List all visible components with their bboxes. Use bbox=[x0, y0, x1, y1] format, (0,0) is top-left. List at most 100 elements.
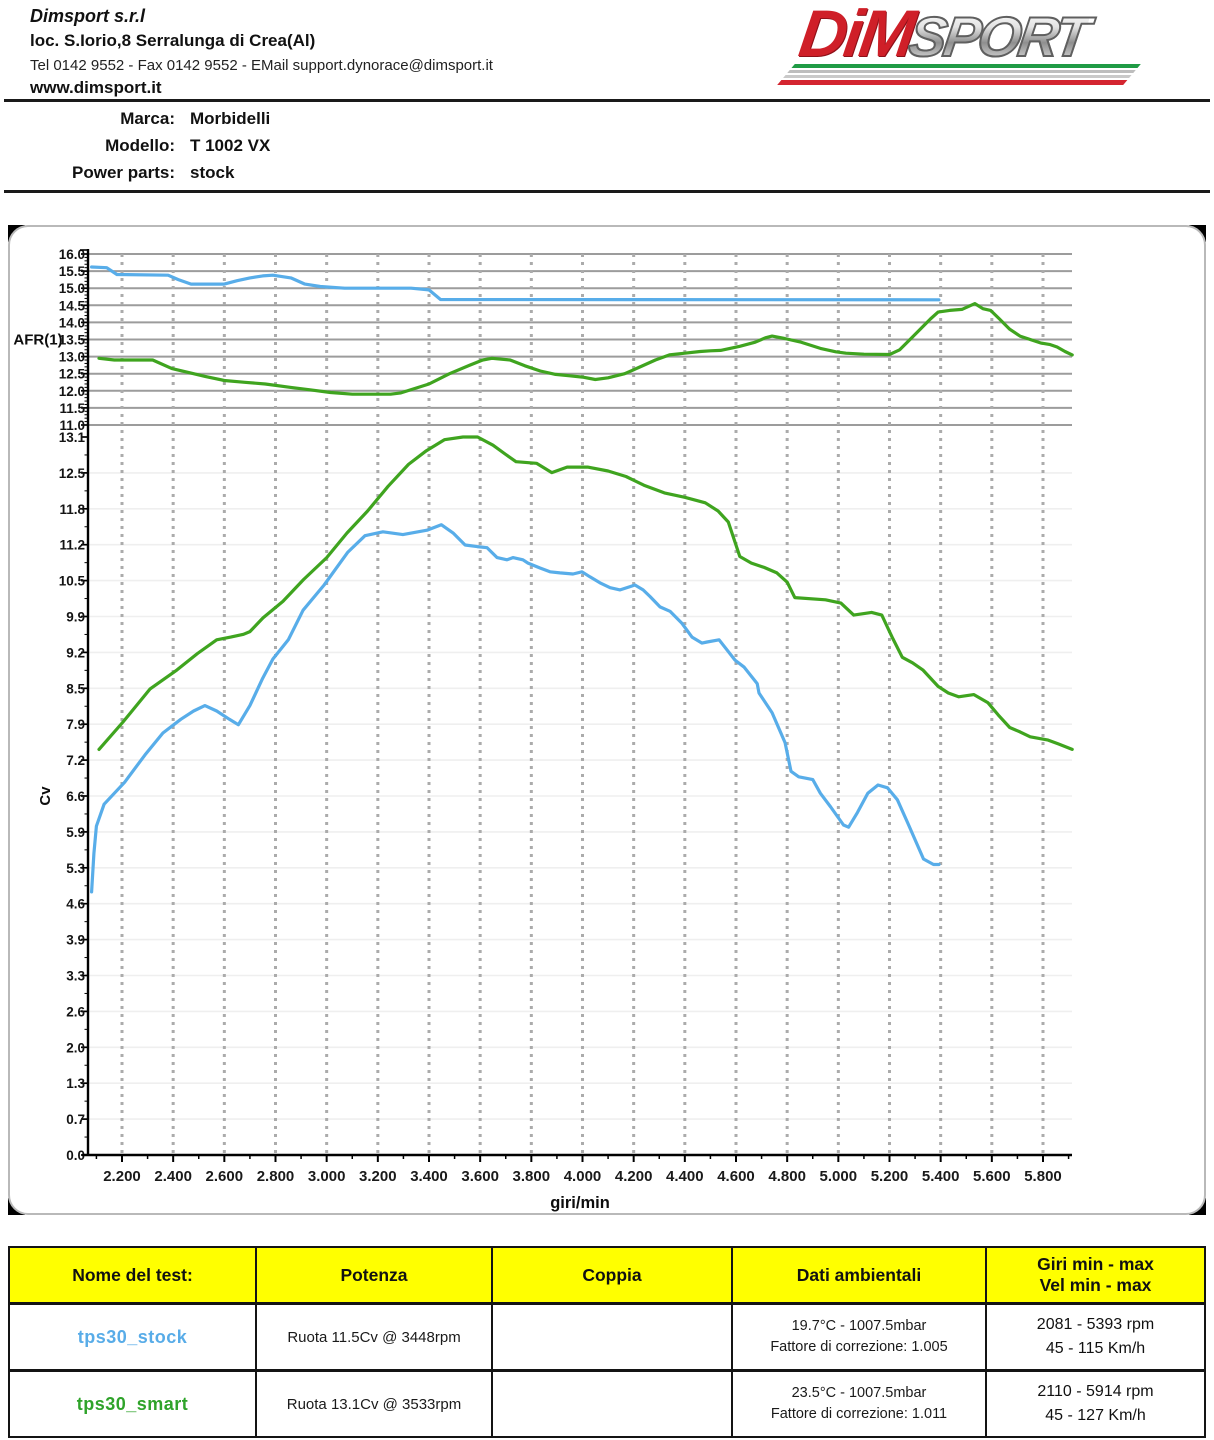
svg-text:2.600: 2.600 bbox=[206, 1168, 244, 1185]
svg-text:11.0: 11.0 bbox=[59, 418, 85, 433]
svg-text:Cv: Cv bbox=[37, 786, 54, 806]
potenza-smart: Ruota 13.1Cv @ 3533rpm bbox=[255, 1369, 493, 1438]
range-smart-line1: 2110 - 5914 rpm bbox=[1037, 1383, 1154, 1400]
svg-text:3.000: 3.000 bbox=[308, 1168, 346, 1185]
potenza-stock: Ruota 11.5Cv @ 3448rpm bbox=[255, 1302, 493, 1372]
company-address: loc. S.Iorio,8 Serralunga di Crea(Al) bbox=[30, 31, 316, 50]
svg-text:14.0: 14.0 bbox=[59, 315, 85, 330]
company-name: Dimsport s.r.l bbox=[30, 6, 146, 26]
header-divider-top bbox=[4, 99, 1210, 102]
col-header-giri-vel: Giri min - max Vel min - max bbox=[985, 1246, 1206, 1305]
svg-text:13.1: 13.1 bbox=[59, 430, 86, 445]
svg-text:8.5: 8.5 bbox=[66, 681, 85, 696]
svg-text:AFR(1): AFR(1) bbox=[13, 332, 62, 349]
table-header-row: Nome del test: Potenza Coppia Dati ambie… bbox=[8, 1246, 1206, 1305]
svg-text:5.400: 5.400 bbox=[922, 1168, 960, 1185]
svg-text:12.5: 12.5 bbox=[59, 367, 86, 382]
ambient-stock: 19.7°C - 1007.5mbar Fattore di correzion… bbox=[731, 1302, 987, 1372]
ambient-smart-line2: Fattore di correzione: 1.011 bbox=[770, 1406, 948, 1422]
table-row: tps30_smart Ruota 13.1Cv @ 3533rpm 23.5°… bbox=[8, 1369, 1206, 1438]
logo-stripe-green bbox=[791, 64, 1141, 69]
svg-text:4.000: 4.000 bbox=[564, 1168, 602, 1185]
svg-text:3.200: 3.200 bbox=[359, 1168, 397, 1185]
svg-text:9.9: 9.9 bbox=[66, 610, 85, 625]
svg-text:4.800: 4.800 bbox=[768, 1168, 806, 1185]
svg-text:4.200: 4.200 bbox=[615, 1168, 653, 1185]
svg-text:2.200: 2.200 bbox=[103, 1168, 141, 1185]
dimsport-logo: DiMSPORT bbox=[777, 0, 1141, 87]
test-name-stock: tps30_stock bbox=[8, 1302, 257, 1372]
range-stock-line1: 2081 - 5393 rpm bbox=[1036, 1316, 1155, 1333]
company-contact: Tel 0142 9552 - Fax 0142 9552 - EMail su… bbox=[30, 57, 493, 74]
vehicle-powerparts-value: stock bbox=[190, 163, 235, 182]
dimsport-logo-text: DiMSPORT bbox=[795, 0, 1136, 70]
ambient-smart: 23.5°C - 1007.5mbar Fattore di correzion… bbox=[731, 1369, 987, 1438]
svg-text:11.8: 11.8 bbox=[59, 502, 85, 517]
vehicle-brand-label: Marca: bbox=[120, 109, 175, 128]
svg-text:13.5: 13.5 bbox=[59, 333, 86, 348]
coppia-stock bbox=[491, 1302, 733, 1372]
range-smart-line2: 45 - 127 Km/h bbox=[1045, 1407, 1146, 1424]
svg-text:2.400: 2.400 bbox=[154, 1168, 192, 1185]
svg-text:7.9: 7.9 bbox=[66, 717, 85, 732]
svg-text:5.200: 5.200 bbox=[871, 1168, 909, 1185]
logo-sport-text: SPORT bbox=[904, 4, 1092, 69]
svg-text:2.0: 2.0 bbox=[66, 1040, 85, 1055]
svg-text:3.600: 3.600 bbox=[461, 1168, 499, 1185]
dyno-chart: 16.0 15.5 15.0 14.5 14.0 13.5 13.0 12.5 12.0 11.5… bbox=[13, 247, 1074, 1212]
svg-text:15.5: 15.5 bbox=[59, 264, 86, 279]
svg-text:13.0: 13.0 bbox=[59, 350, 85, 365]
svg-text:9.2: 9.2 bbox=[66, 645, 85, 660]
vehicle-model-value: T 1002 VX bbox=[190, 136, 271, 155]
svg-text:4.6: 4.6 bbox=[66, 897, 85, 912]
vehicle-powerparts-label: Power parts: bbox=[72, 163, 175, 182]
col-header-dati-ambientali: Dati ambientali bbox=[731, 1246, 987, 1305]
ambient-smart-line1: 23.5°C - 1007.5mbar bbox=[791, 1384, 927, 1401]
svg-text:4.600: 4.600 bbox=[717, 1168, 755, 1185]
logo-stripe-gray bbox=[787, 70, 1136, 74]
svg-text:3.3: 3.3 bbox=[66, 969, 85, 984]
company-website: www.dimsport.it bbox=[30, 78, 162, 97]
logo-stripe-gray2 bbox=[783, 75, 1132, 79]
svg-text:3.400: 3.400 bbox=[410, 1168, 448, 1185]
coppia-smart bbox=[491, 1369, 733, 1438]
svg-text:5.000: 5.000 bbox=[820, 1168, 858, 1185]
logo-stripe-red bbox=[777, 80, 1128, 86]
svg-text:14.5: 14.5 bbox=[59, 298, 86, 313]
header-divider-bottom bbox=[4, 190, 1210, 193]
svg-text:5.600: 5.600 bbox=[973, 1168, 1011, 1185]
svg-text:4.400: 4.400 bbox=[666, 1168, 704, 1185]
col-header-coppia: Coppia bbox=[491, 1246, 733, 1305]
svg-text:3.800: 3.800 bbox=[513, 1168, 551, 1185]
col-header-giri-line: Giri min - max bbox=[1037, 1254, 1154, 1274]
svg-text:giri/min: giri/min bbox=[550, 1194, 610, 1212]
svg-text:16.0: 16.0 bbox=[59, 247, 85, 262]
logo-dim-text: DiM bbox=[794, 0, 918, 70]
results-table: Nome del test: Potenza Coppia Dati ambie… bbox=[8, 1246, 1206, 1438]
col-header-vel-line: Vel min - max bbox=[1039, 1275, 1152, 1295]
svg-text:11.2: 11.2 bbox=[59, 538, 85, 553]
ambient-stock-line1: 19.7°C - 1007.5mbar bbox=[791, 1317, 927, 1334]
range-stock: 2081 - 5393 rpm 45 - 115 Km/h bbox=[985, 1302, 1206, 1372]
svg-text:5.800: 5.800 bbox=[1024, 1168, 1062, 1185]
table-row: tps30_stock Ruota 11.5Cv @ 3448rpm 19.7°… bbox=[8, 1302, 1206, 1372]
svg-text:2.800: 2.800 bbox=[257, 1168, 295, 1185]
svg-text:11.5: 11.5 bbox=[59, 401, 85, 416]
vehicle-brand-value: Morbidelli bbox=[190, 109, 271, 128]
svg-text:12.0: 12.0 bbox=[59, 384, 85, 399]
svg-text:7.2: 7.2 bbox=[66, 753, 85, 768]
logo-flag-stripes bbox=[777, 64, 1141, 86]
svg-text:2.6: 2.6 bbox=[66, 1004, 85, 1019]
test-name-smart: tps30_smart bbox=[8, 1369, 257, 1438]
svg-text:15.0: 15.0 bbox=[59, 281, 85, 296]
svg-text:3.9: 3.9 bbox=[66, 933, 85, 948]
svg-text:1.3: 1.3 bbox=[66, 1076, 85, 1091]
range-smart: 2110 - 5914 rpm 45 - 127 Km/h bbox=[985, 1369, 1206, 1438]
col-header-nome-del-test: Nome del test: bbox=[8, 1246, 257, 1305]
col-header-potenza: Potenza bbox=[255, 1246, 493, 1305]
ambient-stock-line2: Fattore di correzione: 1.005 bbox=[770, 1339, 948, 1355]
svg-text:5.3: 5.3 bbox=[66, 861, 85, 876]
vehicle-model-label: Modello: bbox=[105, 136, 175, 155]
svg-text:5.9: 5.9 bbox=[66, 825, 85, 840]
svg-text:10.5: 10.5 bbox=[59, 574, 86, 589]
